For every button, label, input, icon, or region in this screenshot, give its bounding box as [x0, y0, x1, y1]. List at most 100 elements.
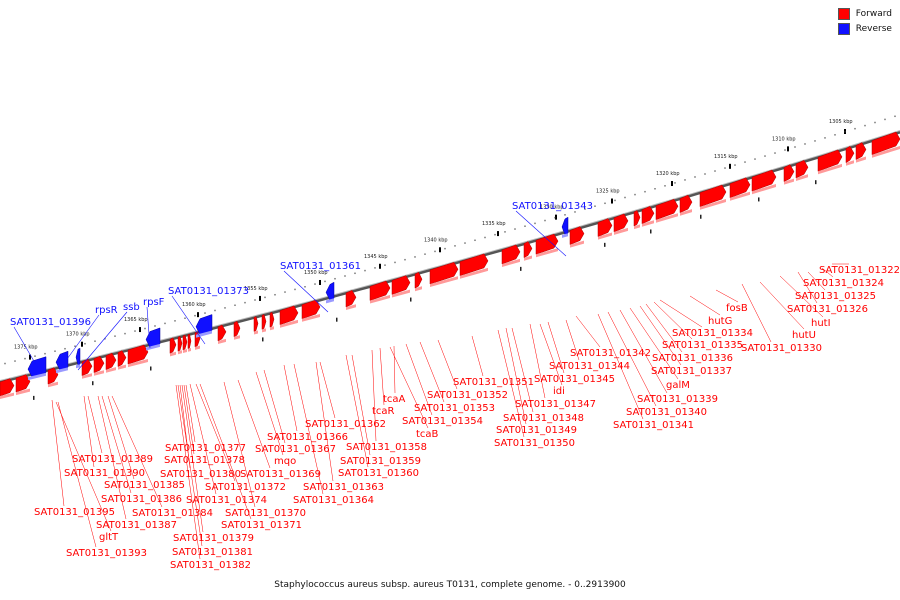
- ruler-minor-tick: [634, 193, 636, 196]
- ruler-tick-label: 1325 kbp: [596, 189, 620, 195]
- ruler-minor-tick: [614, 199, 616, 202]
- ruler-minor-tick: [34, 355, 36, 357]
- forward-gene: [391, 275, 411, 295]
- forward-leader: [639, 305, 682, 366]
- ruler-tick: [259, 295, 261, 301]
- forward-leader: [505, 327, 527, 425]
- forward-gene-label: SAT0131_01380: [160, 469, 241, 480]
- gene-shadow: [118, 364, 126, 370]
- gene-shadow: [106, 367, 116, 373]
- forward-gene-label: SAT0131_01342: [570, 348, 651, 359]
- ruler-minor-tick: [674, 182, 676, 184]
- forward-gene-label: SAT0131_01325: [795, 291, 876, 302]
- forward-leader: [255, 371, 284, 456]
- ruler-minor-tick: [344, 275, 346, 277]
- forward-leader: [107, 395, 135, 480]
- forward-leader: [629, 307, 679, 380]
- gene-shadow: [28, 372, 46, 381]
- gene-shadow: [56, 367, 68, 374]
- reverse-swatch: [837, 23, 850, 35]
- forward-gene-label: SAT0131_01366: [267, 432, 348, 443]
- forward-gene-label: SAT0131_01341: [613, 420, 694, 431]
- feature-mark: [650, 229, 652, 234]
- forward-gene-label: SAT0131_01372: [205, 482, 286, 493]
- caption: Staphylococcus aureus subsp. aureus T013…: [274, 580, 626, 590]
- gene-shadow: [642, 220, 654, 227]
- ruler-tick: [29, 354, 31, 360]
- ruler-minor-tick: [384, 264, 386, 266]
- gene-shadow: [196, 330, 212, 338]
- ruler-tick: [729, 163, 731, 169]
- forward-gene: [127, 344, 149, 365]
- ruler-minor-tick: [474, 239, 476, 242]
- ruler-minor-tick: [884, 118, 886, 121]
- forward-leader: [195, 383, 236, 482]
- ruler-minor-tick: [874, 121, 876, 124]
- forward-gene-label: SAT0131_01353: [414, 403, 495, 414]
- ruler-tick-label: 1360 kbp: [182, 302, 206, 308]
- forward-gene: [613, 213, 629, 233]
- forward-gene-label: SAT0131_01370: [225, 508, 306, 519]
- gene-shadow: [818, 163, 842, 175]
- forward-gene-label: SAT0131_01350: [494, 438, 575, 449]
- forward-gene-label: SAT0131_01363: [303, 482, 384, 493]
- forward-leader: [471, 335, 484, 377]
- forward-gene: [855, 142, 867, 161]
- forward-gene-label: fosB: [726, 303, 748, 314]
- forward-gene-label: SAT0131_01330: [741, 343, 822, 354]
- forward-gene: [15, 374, 31, 393]
- ruler-tick-label: 1305 kbp: [829, 119, 853, 125]
- ruler-minor-tick: [94, 340, 96, 342]
- ruler-tick-label: 1340 kbp: [424, 237, 448, 243]
- gene-shadow: [234, 335, 240, 340]
- forward-gene-label: galM: [666, 380, 690, 391]
- ruler-minor-tick: [574, 211, 576, 213]
- ruler-minor-tick: [694, 176, 696, 178]
- forward-leader: [199, 383, 252, 520]
- gene-shadow: [784, 178, 794, 185]
- ruler-minor-tick: [74, 345, 76, 347]
- ruler-minor-tick: [624, 196, 626, 199]
- ruler-minor-tick: [164, 322, 166, 325]
- ruler-minor-tick: [424, 253, 426, 255]
- forward-leader: [779, 275, 824, 318]
- ruler-minor-tick: [844, 130, 846, 133]
- forward-leader: [653, 301, 693, 340]
- forward-gene: [633, 210, 641, 227]
- forward-gene-label: SAT0131_01344: [549, 361, 630, 372]
- forward-leader: [547, 321, 565, 374]
- forward-gene: [679, 194, 693, 214]
- ruler-tick-label: 1365 kbp: [124, 317, 148, 323]
- ruler-minor-tick: [834, 134, 836, 136]
- ruler-minor-tick: [644, 190, 646, 193]
- forward-gene: [597, 218, 613, 237]
- forward-gene-label: gltT: [99, 532, 119, 543]
- ruler-minor-tick: [414, 256, 416, 258]
- forward-gene-label: SAT0131_01384: [132, 508, 213, 519]
- forward-leader: [379, 347, 385, 406]
- ruler-minor-tick: [754, 158, 756, 160]
- ruler-minor-tick: [664, 185, 666, 187]
- ruler-minor-tick: [864, 124, 866, 127]
- forward-gene-label: SAT0131_01369: [240, 469, 321, 480]
- gene-shadow: [570, 240, 584, 248]
- forward-gene-label: SAT0131_01322: [819, 265, 900, 276]
- forward-gene-label: SAT0131_01367: [255, 444, 336, 455]
- forward-gene-label: SAT0131_01362: [305, 419, 386, 430]
- forward-gene: [501, 244, 521, 265]
- forward-gene: [233, 320, 241, 338]
- forward-leader: [111, 395, 163, 508]
- forward-leader: [645, 303, 683, 353]
- forward-gene-label: SAT0131_01326: [787, 304, 868, 315]
- ruler-minor-tick: [554, 216, 556, 219]
- forward-gene-label: SAT0131_01340: [626, 407, 707, 418]
- ruler-minor-tick: [284, 291, 286, 293]
- reverse-leader: [13, 326, 39, 369]
- forward-gene-label: SAT0131_01345: [534, 374, 615, 385]
- forward-gene: [535, 233, 559, 255]
- ruler-minor-tick: [744, 161, 746, 163]
- ruler-tick-label: 1350 kbp: [304, 270, 328, 276]
- forward-gene-label: SAT0131_01381: [172, 547, 253, 558]
- gene-shadow: [700, 199, 726, 210]
